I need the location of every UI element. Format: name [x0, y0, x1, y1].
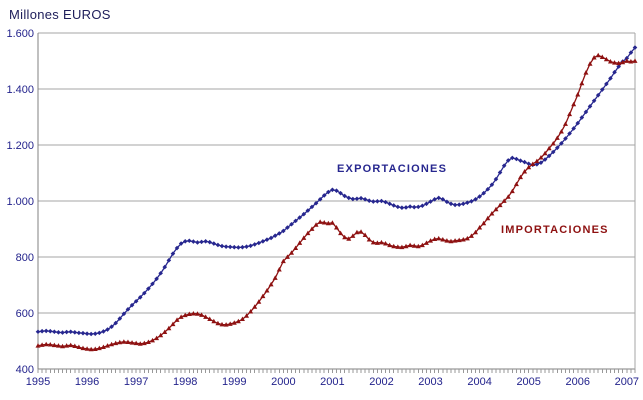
x-axis-year-label: 2006	[566, 376, 590, 388]
x-axis-year-label: 1999	[222, 376, 246, 388]
y-axis-tick-label: 1.600	[6, 28, 34, 40]
x-axis-year-label: 2003	[418, 376, 442, 388]
importaciones-series-label: IMPORTACIONES	[501, 224, 609, 236]
y-axis-tick-label: 400	[16, 364, 34, 376]
y-axis-tick-label: 800	[16, 252, 34, 264]
x-axis-year-label: 1998	[173, 376, 197, 388]
exportaciones-markers	[35, 45, 638, 337]
x-axis-year-label: 1996	[75, 376, 99, 388]
x-axis-year-label: 2005	[516, 376, 540, 388]
x-axis-year-label: 2001	[320, 376, 344, 388]
y-axis-tick-label: 1.400	[6, 84, 34, 96]
y-axis-tick-label: 1.200	[6, 140, 34, 152]
x-axis-year-label: 2000	[271, 376, 295, 388]
x-axis-year-label: 2004	[467, 376, 491, 388]
x-axis-year-label: 1997	[124, 376, 148, 388]
importaciones-markers	[35, 52, 638, 352]
y-axis-tick-label: 600	[16, 308, 34, 320]
exportaciones-series-label: EXPORTACIONES	[337, 163, 448, 175]
y-axis-tick-label: 1.000	[6, 196, 34, 208]
x-axis-year-label: 2007	[615, 376, 639, 388]
x-axis-year-label: 1995	[26, 376, 50, 388]
chart-title: Millones EUROS	[9, 7, 111, 22]
x-axis-year-label: 2002	[369, 376, 393, 388]
